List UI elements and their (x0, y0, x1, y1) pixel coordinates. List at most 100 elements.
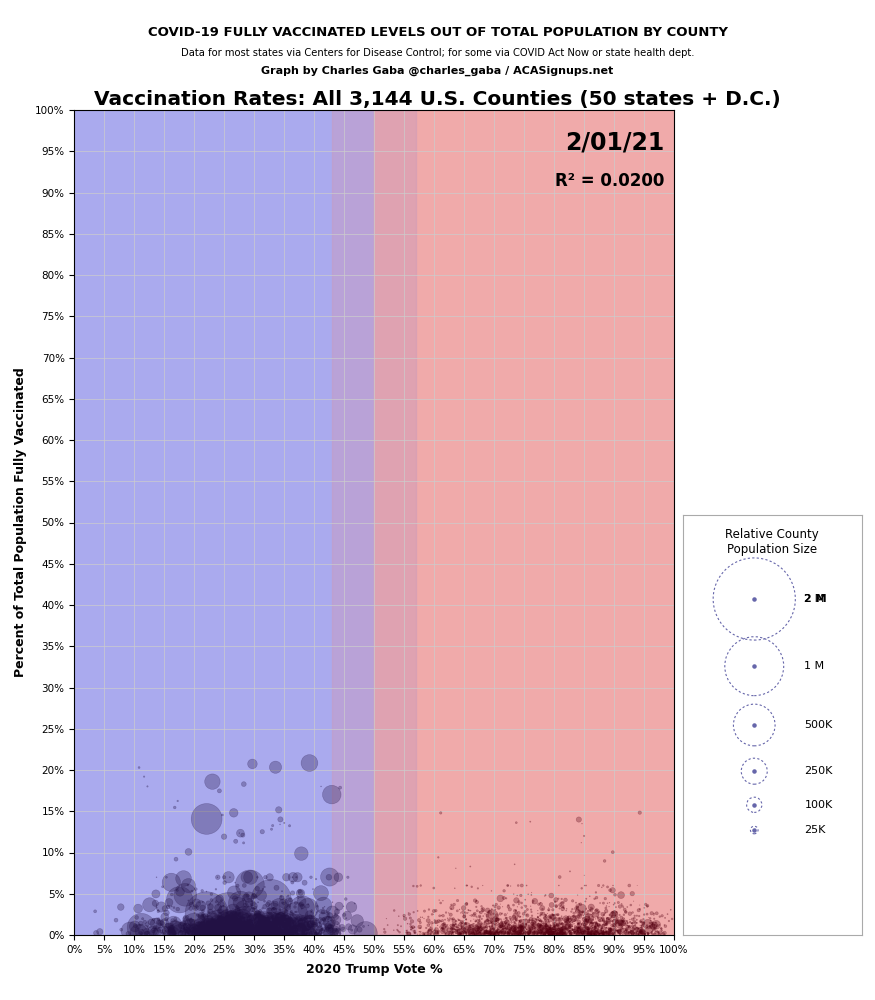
Point (315, 925, 329, 941)
Point (549, 923, 563, 939)
Point (570, 900, 584, 916)
Point (231, 906, 245, 922)
Point (297, 921, 311, 937)
Point (236, 891, 250, 907)
Point (217, 921, 231, 937)
Point (619, 926, 633, 942)
Point (276, 906, 290, 922)
Point (224, 914, 238, 930)
Point (507, 920, 521, 936)
Point (598, 891, 612, 907)
Point (498, 917, 512, 933)
Point (269, 912, 283, 928)
Point (430, 923, 444, 939)
Point (287, 926, 301, 942)
Point (584, 924, 598, 940)
Point (426, 915, 440, 931)
Point (547, 922, 561, 938)
Point (442, 926, 456, 942)
Point (554, 925, 568, 941)
Point (563, 915, 577, 931)
Point (591, 909, 605, 925)
Point (624, 897, 638, 913)
Point (200, 905, 214, 921)
Point (487, 919, 500, 935)
Point (508, 912, 522, 928)
Point (650, 923, 664, 939)
Point (446, 917, 460, 933)
Point (270, 926, 284, 942)
Point (429, 925, 443, 941)
Point (242, 916, 256, 932)
Point (563, 910, 577, 926)
Point (581, 921, 595, 937)
Point (232, 926, 246, 942)
Point (218, 922, 232, 938)
Point (479, 925, 493, 941)
Point (280, 924, 294, 940)
Point (548, 919, 562, 935)
Point (294, 897, 308, 913)
Point (602, 899, 616, 915)
Point (185, 921, 199, 937)
Point (438, 925, 452, 941)
Point (598, 924, 612, 940)
Point (635, 926, 649, 942)
Point (555, 926, 569, 942)
Point (529, 911, 543, 927)
Point (506, 926, 520, 942)
Point (502, 917, 516, 933)
Point (609, 923, 623, 939)
Point (516, 919, 530, 935)
Point (616, 926, 630, 942)
Point (482, 926, 496, 942)
Point (329, 922, 343, 938)
Point (298, 921, 311, 937)
Point (612, 916, 626, 932)
Point (465, 926, 479, 942)
Point (642, 922, 656, 938)
Point (255, 926, 269, 942)
Point (271, 913, 285, 929)
Point (621, 925, 635, 941)
Point (255, 926, 270, 942)
Point (549, 914, 563, 930)
Point (605, 926, 619, 942)
Point (425, 915, 439, 931)
Point (556, 923, 570, 939)
Point (623, 919, 637, 935)
Point (570, 903, 584, 919)
Point (289, 920, 303, 936)
Point (568, 913, 582, 929)
Point (526, 895, 540, 911)
Point (225, 908, 239, 924)
Point (559, 916, 573, 932)
Point (630, 908, 644, 924)
Point (464, 922, 478, 938)
Point (460, 926, 474, 942)
Point (534, 925, 548, 941)
Point (552, 915, 566, 931)
Point (222, 911, 236, 927)
Point (536, 923, 550, 939)
Point (268, 921, 282, 937)
Point (475, 924, 489, 940)
Point (151, 911, 165, 927)
Point (612, 924, 626, 940)
Point (608, 922, 622, 938)
Point (293, 920, 307, 936)
Point (277, 904, 291, 920)
Point (539, 908, 553, 924)
Point (464, 922, 478, 938)
Point (187, 921, 201, 937)
Point (553, 911, 567, 927)
Point (321, 918, 335, 934)
Point (561, 909, 575, 925)
Point (209, 894, 223, 910)
Point (514, 924, 528, 940)
Point (512, 905, 526, 921)
Point (331, 917, 345, 933)
Point (293, 920, 307, 936)
Point (225, 920, 239, 936)
Point (519, 916, 533, 932)
